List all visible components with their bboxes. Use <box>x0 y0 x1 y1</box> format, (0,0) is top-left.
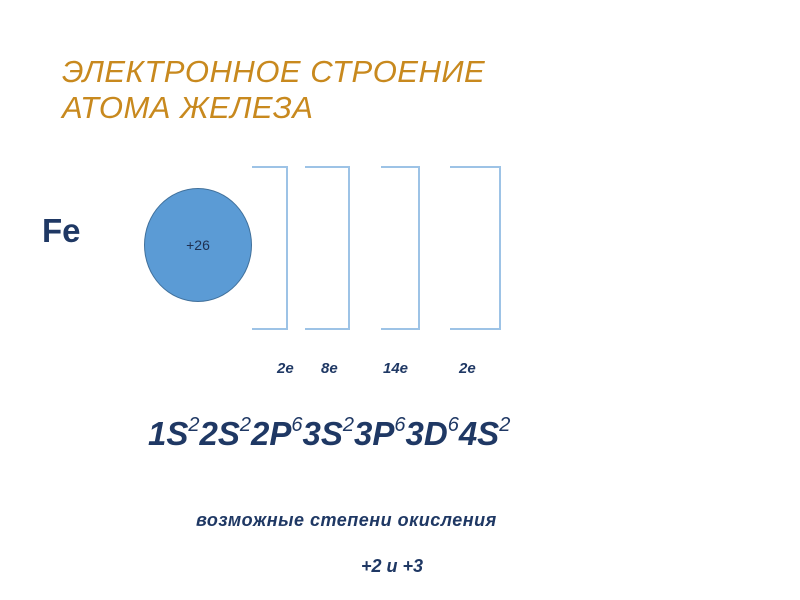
orbital: 3P <box>354 415 395 452</box>
oxidation-states-values: +2 и +3 <box>361 556 424 576</box>
shell-3-electrons: 14e <box>383 360 409 377</box>
element-symbol: Fe <box>42 212 81 249</box>
shell-2-electrons: 8e <box>321 360 338 377</box>
shell-2-bracket <box>305 166 350 330</box>
orbital: 2P <box>251 415 292 452</box>
title-line-2: АТОМА ЖЕЛЕЗА <box>62 90 314 125</box>
slide-title: ЭЛЕКТРОННОЕ СТРОЕНИЕ АТОМА ЖЕЛЕЗА <box>62 54 485 126</box>
electron-configuration: 1S22S22P63S23P63D64S2 <box>148 414 510 453</box>
oxidation-states-label: возможные степени окисления <box>196 510 497 530</box>
orbital-count: 2 <box>188 414 200 436</box>
shell-3-bracket <box>381 166 420 330</box>
shell-1-electrons: 2e <box>277 360 294 377</box>
orbital-count: 2 <box>499 414 511 436</box>
orbital-count: 6 <box>394 414 406 436</box>
shell-1-bracket <box>252 166 288 330</box>
orbital-count: 6 <box>291 414 303 436</box>
orbital: 3D <box>405 415 448 452</box>
shell-4-bracket <box>450 166 501 330</box>
nucleus-charge: +26 <box>186 237 210 253</box>
orbital-count: 2 <box>239 414 251 436</box>
orbital-count: 2 <box>342 414 354 436</box>
orbital: 4S <box>458 415 500 452</box>
orbital-count: 6 <box>447 414 459 436</box>
title-line-1: ЭЛЕКТРОННОЕ СТРОЕНИЕ <box>62 54 486 89</box>
shell-4-electrons: 2e <box>459 360 476 377</box>
orbital: 2S <box>199 415 240 452</box>
orbital: 3S <box>302 415 343 452</box>
orbital: 1S <box>148 415 189 452</box>
nucleus: +26 <box>144 188 252 302</box>
